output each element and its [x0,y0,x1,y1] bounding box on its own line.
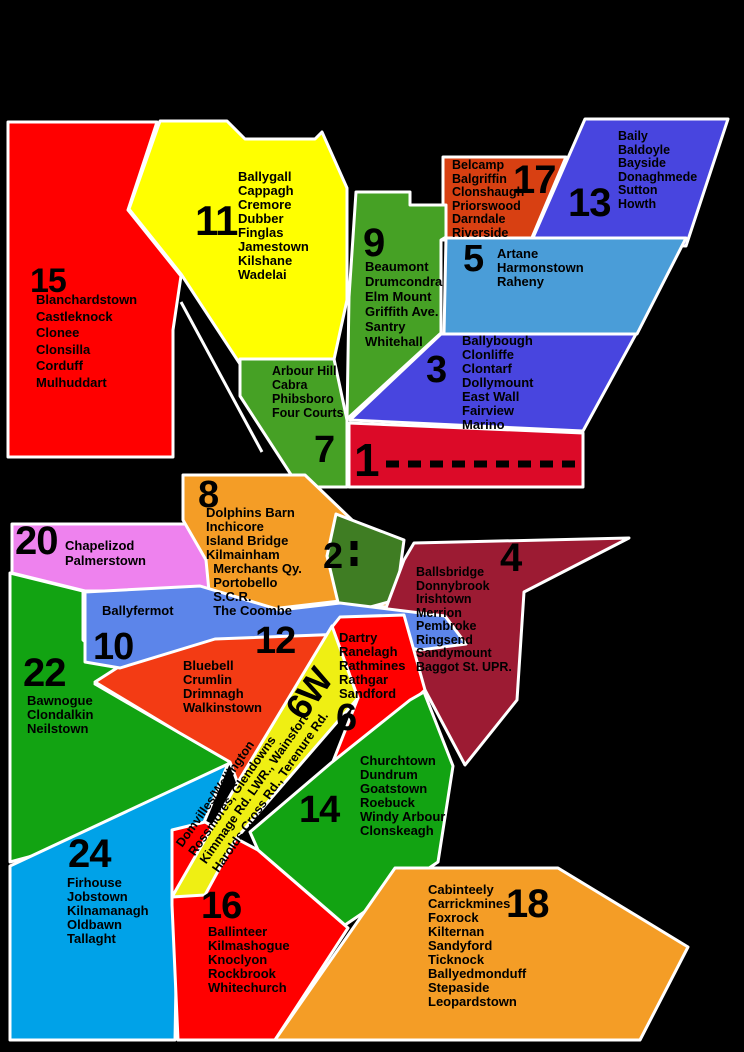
district-3-areas: Ballybough Clonliffe Clontarf Dollymount… [462,333,534,432]
district-4-areas: Ballsbridge Donnybrook Irishtown Merrion… [416,565,512,674]
district-10-shape [83,584,468,670]
district-7-areas: Arbour Hill Cabra Phibsboro Four Courts [272,364,344,420]
district-9-number: 9 [363,221,385,265]
district-14-areas: Churchtown Dundrum Goatstown Roebuck Win… [360,753,446,838]
district-6-areas: Dartry Ranelagh Rathmines Rathgar Sandfo… [339,630,406,701]
district-13-shape [530,117,730,248]
district-9-shape [345,190,448,421]
district-4-shape [378,536,631,767]
district-16-number: 16 [201,885,242,927]
district-10-areas: Ballyfermot [102,603,174,618]
district-5-number: 5 [463,238,484,280]
district-7-number: 7 [314,429,335,471]
district-13-number: 13 [568,181,611,225]
district-20-number: 20 [15,519,58,563]
canal-boundary-line [179,301,264,453]
district-22-number: 22 [23,651,66,695]
district-8-number: 8 [198,474,219,516]
district-17-number: 17 [513,158,556,202]
district-7-shape [238,357,349,489]
district-8-areas: Dolphins Barn Inchicore Island Bridge Ki… [206,505,302,618]
district-1-number: 1 [354,434,380,486]
district-24-areas: Firhouse Jobstown Kilnamanagh Oldbawn Ta… [67,875,149,946]
district-16-areas: Ballinteer Kilmashogue Knoclyon Rockbroo… [208,924,290,995]
district-18-areas: Cabinteely Carrickmines Foxrock Kilterna… [428,882,527,1009]
district-1-shape [347,421,585,489]
district-11-areas: Ballygall Cappagh Cremore Dubber Finglas… [238,169,309,282]
boundary-overlay-layer [179,301,578,573]
district-24-number: 24 [68,832,111,876]
district-11-number: 11 [195,197,238,244]
district-shapes-layer [6,117,730,1042]
district-3-shape [348,332,638,433]
district-6-number: 6 [336,697,357,739]
district-17-areas: Belcamp Balgriffin Clonshaugh Priorswood… [452,158,525,240]
district-20-areas: Chapelizod Palmerstown [65,538,146,568]
district-18-shape [273,866,690,1042]
district-13-areas: Baily Baldoyle Bayside Donaghmede Sutton… [618,129,698,211]
district-15-number: 15 [30,262,67,300]
district-3-number: 3 [426,349,447,391]
district-12-number: 12 [255,620,296,662]
district-15-areas: Blanchardstown Castleknock Clonee Clonsi… [36,292,138,390]
district-9-areas: Beaumont Drumcondra Elm Mount Griffith A… [365,259,443,349]
district-6w-shape [170,624,360,899]
district-12-areas: Bluebell Crumlin Drimnagh Walkinstown [183,658,262,715]
district-14-number: 14 [299,789,340,831]
district-10-number: 10 [93,626,134,668]
district-5-areas: Artane Harmonstown Raheny [497,246,584,289]
district-11-shape [127,119,349,366]
district-22-areas: Bawnogue Clondalkin Neilstown [27,693,94,736]
district-4-number: 4 [500,536,522,580]
district-18-number: 18 [506,882,549,926]
district-2-number: 2 [323,535,343,576]
district-15-shape [6,120,183,459]
